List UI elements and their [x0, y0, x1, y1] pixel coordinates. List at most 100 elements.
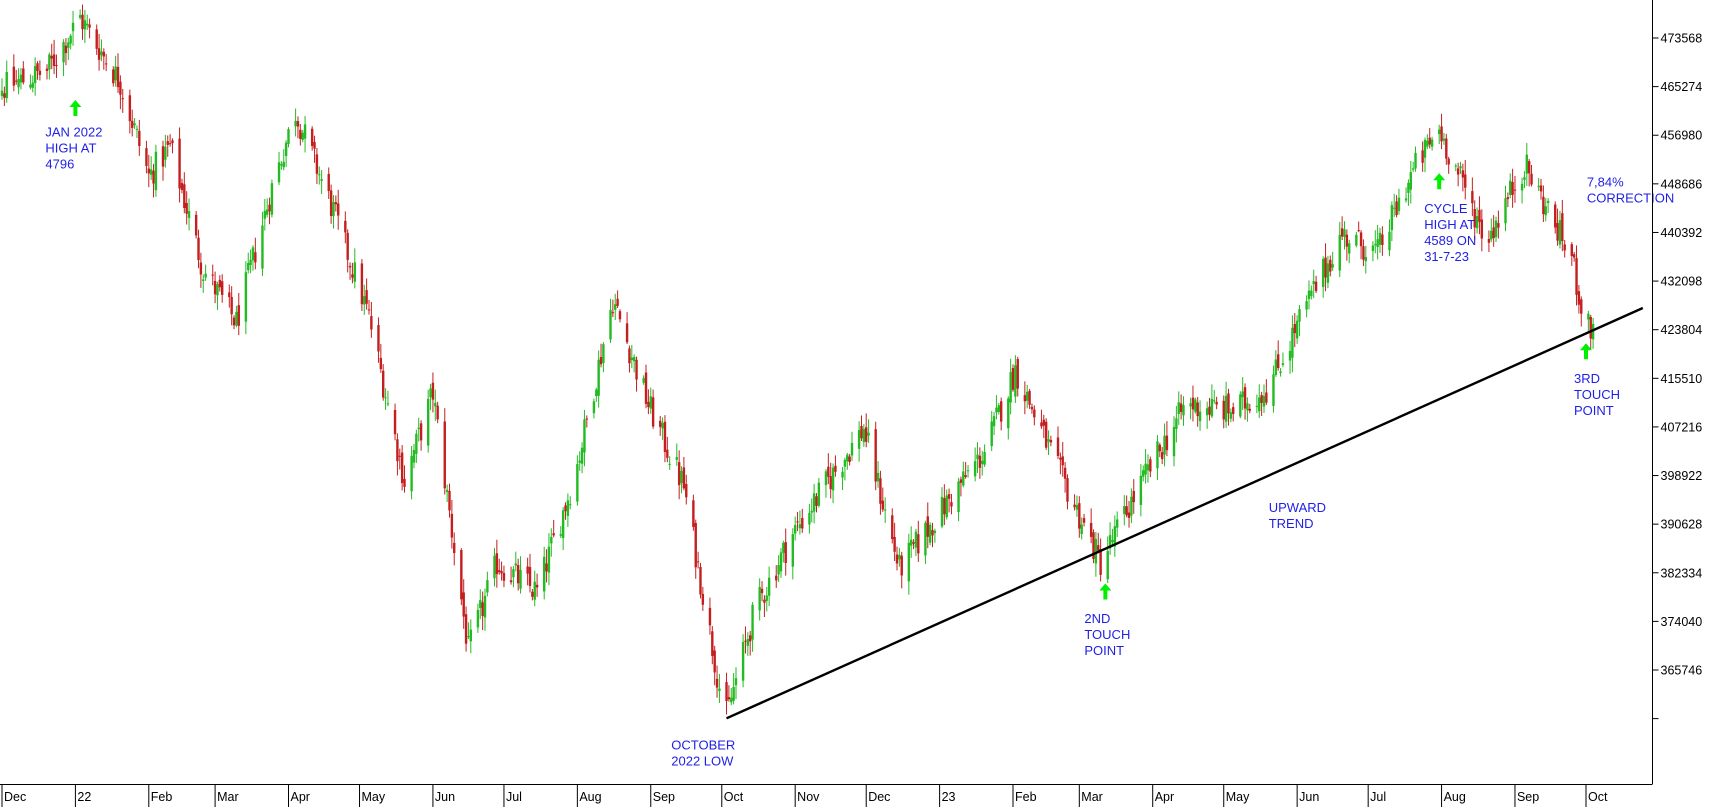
candle-body: [793, 525, 797, 534]
candle-body: [651, 397, 655, 427]
y-axis-ticks: 365746 374040 382334 390628 398922 407216 4155…: [1652, 32, 1702, 720]
candle-body: [815, 496, 818, 506]
candle-body: [801, 517, 804, 529]
candle-body: [1281, 363, 1285, 365]
candle-body: [715, 678, 719, 688]
candle-body: [396, 439, 399, 462]
candle-body: [166, 141, 169, 145]
candle-body: [1165, 435, 1169, 451]
x-tick-label: Jul: [506, 790, 522, 804]
candle-body: [33, 66, 37, 83]
candle-body: [1456, 168, 1460, 175]
candle-body: [943, 498, 946, 515]
candle-body: [1326, 263, 1330, 283]
candle-body: [1208, 406, 1211, 415]
candle-body: [1026, 391, 1029, 401]
candle-body: [1007, 398, 1010, 429]
candle-body: [713, 650, 716, 673]
candle-body: [443, 421, 446, 489]
candle-body: [426, 398, 430, 446]
candle-body: [569, 504, 572, 506]
candle-body: [29, 84, 32, 88]
candle-body: [102, 51, 106, 57]
candle-body: [1160, 452, 1164, 460]
candle-body: [1359, 232, 1363, 247]
candle-body: [400, 452, 404, 483]
candle-body: [791, 534, 795, 567]
candle-body: [1243, 387, 1247, 409]
candle-body: [348, 265, 352, 268]
candle-body: [147, 168, 150, 174]
annotation-line: 2022 LOW: [671, 753, 734, 768]
candle-body: [917, 534, 920, 554]
candle-body: [365, 290, 368, 304]
candle-body: [1248, 408, 1251, 411]
candle-body: [1156, 441, 1159, 469]
candle-body: [1442, 138, 1446, 141]
annotation-line: OCTOBER: [671, 737, 735, 752]
candle-body: [1305, 301, 1308, 310]
up-arrow-icon: [1580, 343, 1592, 360]
x-tick-label: Mar: [1081, 790, 1103, 804]
candle-body: [1490, 230, 1493, 240]
candle-body: [303, 124, 307, 139]
candle-body: [1049, 439, 1053, 443]
candle-body: [1523, 177, 1526, 180]
x-tick-label: Sep: [1517, 790, 1539, 804]
annotation-line: 3RD: [1574, 371, 1600, 386]
candle-body: [1355, 234, 1358, 246]
candle-body: [1279, 371, 1282, 374]
candle-body: [1525, 154, 1529, 174]
candle-body: [493, 555, 496, 579]
x-tick-label: Dec: [868, 790, 890, 804]
candle-body: [1409, 172, 1412, 190]
candle-body: [1561, 213, 1564, 242]
candle-body: [1272, 374, 1275, 406]
candle-body: [112, 69, 115, 84]
candle-body: [680, 470, 683, 484]
up-arrow-icon: [69, 99, 82, 116]
candle-body: [268, 204, 271, 212]
x-tick-label: 23: [942, 790, 956, 804]
candle-body: [1265, 392, 1268, 403]
candle-body: [332, 201, 335, 217]
candle-body: [1447, 158, 1450, 165]
candle-body: [767, 577, 771, 596]
candle-body: [798, 524, 802, 529]
candle-body: [898, 554, 901, 560]
candle-body: [1381, 234, 1384, 245]
candle-body: [883, 509, 887, 511]
candle-body: [495, 553, 499, 575]
candle-body: [1556, 223, 1559, 241]
candle-body: [812, 493, 816, 512]
candle-body: [1139, 475, 1143, 505]
candle-body: [481, 602, 484, 616]
candle-body: [711, 631, 714, 656]
candle-body: [353, 262, 356, 282]
x-tick-label: Feb: [151, 790, 173, 804]
candle-body: [824, 471, 828, 486]
candle-body: [1471, 191, 1474, 204]
candle-body: [1224, 395, 1228, 422]
candle-body: [337, 203, 340, 216]
candle-body: [277, 162, 281, 183]
candle-body: [765, 595, 768, 601]
candle-body: [1475, 216, 1479, 229]
candle-body: [876, 472, 880, 482]
candle-body: [1080, 524, 1083, 535]
candle-body: [592, 401, 596, 414]
candle-body: [1421, 150, 1424, 163]
candle-body: [992, 416, 996, 427]
annotation-line: HIGH AT: [45, 141, 96, 156]
candle-body: [154, 151, 158, 191]
candle-body: [19, 74, 23, 83]
candle-body: [1589, 316, 1592, 339]
candle-body: [86, 23, 89, 26]
candle-body: [412, 450, 416, 463]
candle-body: [644, 372, 648, 404]
candle-body: [95, 29, 98, 49]
candle-body: [178, 138, 181, 189]
candle-body: [900, 555, 903, 576]
candle-body: [1092, 532, 1095, 559]
